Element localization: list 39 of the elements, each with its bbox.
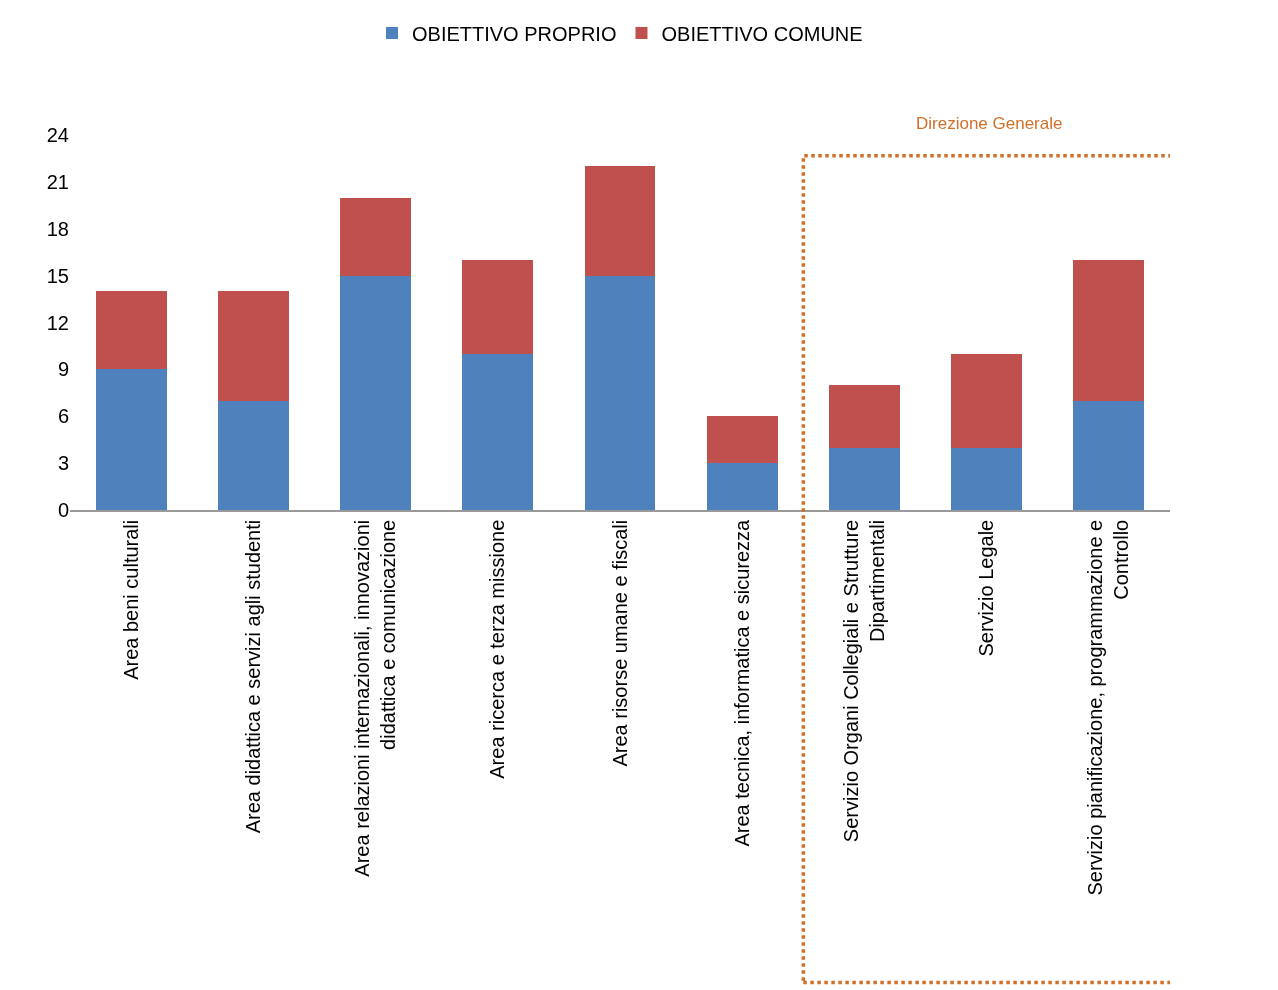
x-tick-label: Area relazioni internazionali, innovazioni didattica e comunicazione <box>351 519 400 877</box>
bar <box>829 385 900 448</box>
x-tick-label: Area risorse umane e fiscali <box>608 519 631 767</box>
y-tick-label: 12 <box>46 311 69 334</box>
bar <box>95 291 167 370</box>
bar <box>951 353 1023 448</box>
bar <box>584 166 656 276</box>
x-tick-label: Area ricerca e terza missione <box>486 519 509 779</box>
y-tick-label: 24 <box>46 124 69 146</box>
bar <box>95 369 167 510</box>
bar <box>462 353 534 510</box>
bar <box>462 260 534 354</box>
y-tick-label: 18 <box>46 217 69 240</box>
bar <box>829 447 900 510</box>
y-tick-label: 3 <box>57 452 69 475</box>
y-tick-label: 6 <box>57 405 69 428</box>
x-tick-label: Area didattica e servizi agli studenti <box>241 519 264 834</box>
y-tick-label: 15 <box>46 264 69 287</box>
legend-label: OBIETTIVO PROPRIO <box>412 22 617 45</box>
bar <box>951 447 1023 510</box>
bar <box>217 291 289 401</box>
bar <box>340 275 411 510</box>
text: Direzione Generale <box>916 114 1063 133</box>
y-tick-label: 0 <box>57 499 69 521</box>
bar <box>1073 260 1145 401</box>
bar <box>1073 400 1145 510</box>
bar <box>217 400 289 510</box>
x-tick-label: Servizio pianificazione, programmazione e Controllo <box>1084 519 1133 896</box>
bar <box>340 197 411 276</box>
bar <box>584 275 656 510</box>
x-tick-label: Servizio Organi Collegiali e Strutture Dipartimentali <box>839 519 888 843</box>
x-tick-label: Servizio Legale <box>975 519 998 657</box>
y-tick-label: 9 <box>57 358 69 381</box>
bar <box>706 463 778 510</box>
x-tick-label: Area tecnica, informatica e sicurezza <box>730 518 753 847</box>
bar <box>706 416 778 464</box>
legend-label: OBIETTIVO COMUNE <box>661 22 863 45</box>
y-tick-label: 21 <box>46 170 69 193</box>
x-tick-label: Area beni culturali <box>119 519 142 680</box>
